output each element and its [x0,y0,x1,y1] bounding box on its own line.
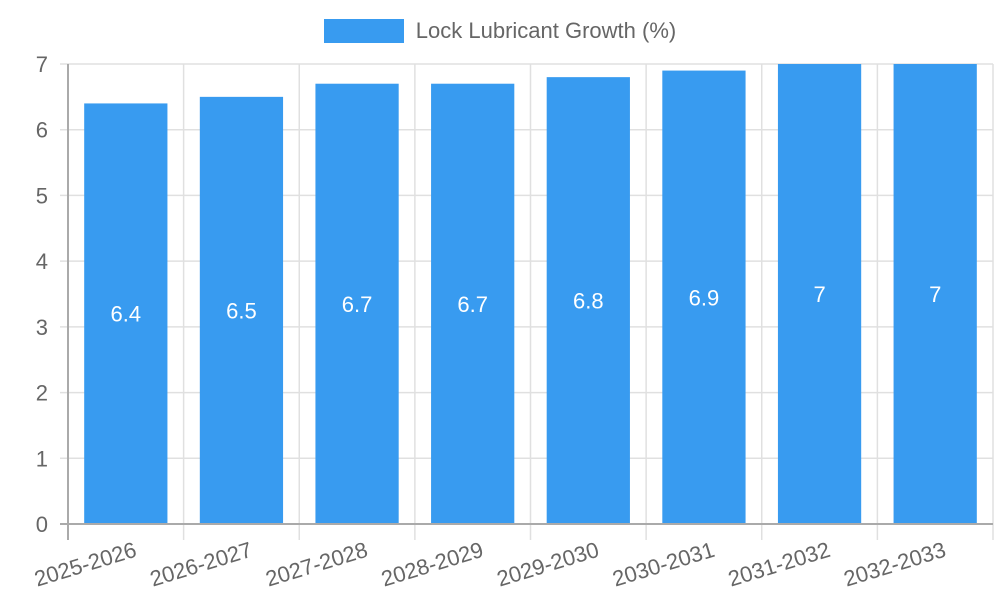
x-tick-label: 2030-2031 [609,537,717,592]
y-tick-label: 0 [36,512,48,537]
bar[interactable] [546,77,630,525]
bar[interactable] [777,64,862,524]
data-label: 7 [813,282,825,307]
data-label: 6.7 [457,292,488,317]
x-tick-label: 2032-2033 [841,537,949,592]
bar[interactable] [431,83,515,524]
x-tick-label: 2026-2027 [147,537,255,592]
bar[interactable] [199,96,284,524]
data-label: 6.5 [226,298,257,323]
bar[interactable] [893,64,977,524]
y-tick-label: 2 [36,381,48,406]
data-label: 6.9 [689,285,720,310]
y-axis-ticks: 0 1 2 3 4 5 6 7 [36,52,48,537]
data-label: 6.4 [111,302,142,327]
x-tick-label: 2028-2029 [378,537,486,592]
bar[interactable] [315,83,399,524]
x-tick-label: 2031-2032 [725,537,833,592]
bar[interactable] [662,70,746,525]
y-tick-label: 5 [36,183,48,208]
legend-swatch[interactable] [323,19,404,43]
y-tick-label: 1 [36,446,48,471]
data-label: 6.8 [573,289,604,314]
x-tick-label: 2029-2030 [494,537,602,592]
bar[interactable] [84,103,168,524]
bars [84,64,977,525]
x-tick-label: 2025-2026 [31,537,139,592]
x-tick-label: 2027-2028 [263,537,371,592]
y-tick-label: 4 [36,249,48,274]
chart-legend: Lock Lubricant Growth (%) [0,18,1000,44]
y-tick-label: 3 [36,315,48,340]
data-label: 6.7 [342,292,373,317]
axes [60,64,993,540]
y-tick-label: 6 [36,118,48,143]
data-label: 7 [929,282,941,307]
y-tick-label: 7 [36,52,48,77]
data-labels: 6.4 6.5 6.7 6.7 6.8 6.9 7 7 [111,282,942,327]
legend-label: Lock Lubricant Growth (%) [415,18,677,43]
x-axis-ticks: 2025-2026 2026-2027 2027-2028 2028-2029 2029… [31,537,948,592]
